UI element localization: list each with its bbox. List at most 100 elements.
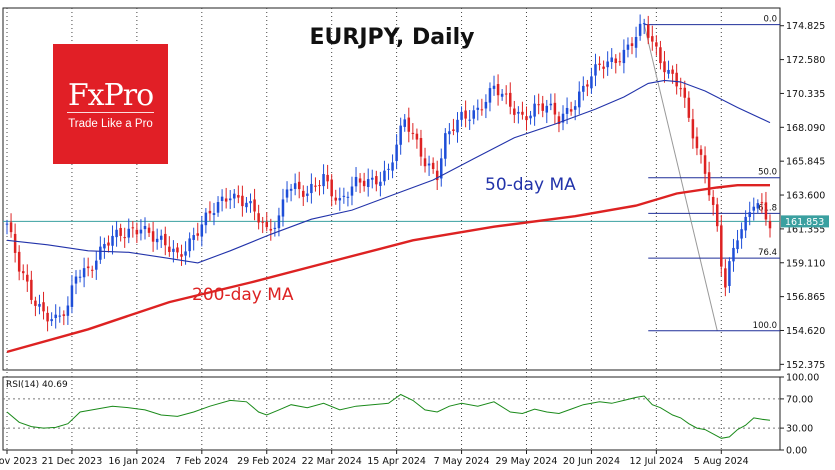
- candle-body: [427, 163, 431, 166]
- candle-body: [233, 193, 236, 199]
- y-tick-label: 170.335: [786, 89, 825, 100]
- candle-body: [711, 196, 715, 205]
- candle-body: [103, 244, 106, 249]
- candle-body: [180, 254, 183, 257]
- candle-body: [671, 69, 674, 74]
- candle-body: [192, 235, 195, 240]
- candle-body: [484, 101, 488, 109]
- candle-body: [26, 274, 29, 282]
- candle-body: [241, 195, 244, 207]
- candle-body: [143, 225, 147, 230]
- x-tick-label: 20 Jun 2024: [563, 456, 620, 467]
- candle-body: [691, 119, 695, 139]
- candle-body: [277, 215, 281, 229]
- chart-title: EURJPY, Daily: [310, 25, 475, 50]
- candle-body: [293, 183, 297, 189]
- candle-body: [139, 229, 143, 234]
- rsi-tick-label: 100.00: [786, 373, 819, 384]
- candle-body: [58, 315, 62, 317]
- candle-body: [476, 107, 480, 110]
- y-tick-label: 168.090: [786, 123, 825, 134]
- candle-body: [667, 69, 670, 74]
- candle-body: [375, 176, 378, 185]
- candle-body: [423, 158, 427, 167]
- candle-body: [395, 144, 398, 162]
- current-price-label: 161.853: [785, 217, 824, 228]
- x-tick-label: 7 Feb 2024: [175, 456, 228, 467]
- x-tick-label: 5 Aug 2024: [694, 456, 749, 467]
- candle-body: [460, 111, 463, 120]
- candle-body: [626, 44, 630, 50]
- x-tick-label: 29 May 2024: [496, 456, 558, 467]
- candle-body: [590, 76, 593, 89]
- candle-body: [237, 195, 240, 198]
- candle-body: [646, 24, 650, 38]
- logo-divider: [67, 112, 154, 113]
- candle-body: [488, 88, 492, 103]
- candle-body: [748, 212, 751, 218]
- fib-level-label: 0.0: [763, 15, 777, 25]
- candle-body: [411, 132, 415, 134]
- x-tick-label: 12 Jul 2024: [629, 456, 683, 467]
- candle-body: [273, 227, 277, 230]
- candle-body: [66, 305, 70, 316]
- candle-body: [598, 63, 601, 65]
- candle-body: [724, 268, 727, 288]
- candle-body: [5, 223, 9, 225]
- candle-body: [586, 84, 589, 87]
- candle-body: [602, 66, 605, 69]
- candle-body: [659, 47, 662, 64]
- candle-body: [679, 88, 682, 90]
- candle-body: [415, 133, 419, 140]
- candle-body: [403, 119, 406, 127]
- x-tick-label: 21 Dec 2023: [42, 456, 103, 467]
- candle-body: [334, 197, 337, 201]
- candle-body: [289, 188, 293, 191]
- y-tick-label: 154.620: [786, 326, 825, 337]
- candle-body: [541, 103, 544, 111]
- candle-body: [387, 168, 390, 170]
- candle-body: [728, 261, 731, 286]
- candle-body: [496, 84, 500, 96]
- ma50-label: 50-day MA: [485, 175, 576, 195]
- candle-body: [253, 199, 256, 212]
- y-tick-label: 163.600: [786, 191, 825, 202]
- candle-body: [265, 221, 268, 228]
- candle-body: [216, 202, 220, 213]
- candle-body: [634, 36, 638, 48]
- candle-body: [196, 233, 200, 236]
- candle-body: [159, 235, 163, 240]
- candle-body: [557, 116, 561, 125]
- candle-body: [407, 117, 411, 132]
- candle-body: [362, 180, 366, 187]
- candle-body: [366, 179, 370, 187]
- candle-body: [440, 158, 443, 179]
- candle-body: [224, 198, 228, 202]
- candle-body: [164, 233, 167, 246]
- candle-body: [62, 314, 66, 316]
- candle-body: [90, 269, 94, 271]
- x-tick-label: 7 May 2024: [434, 456, 490, 467]
- candle-body: [582, 85, 585, 92]
- candle-body: [545, 105, 549, 113]
- candle-body: [17, 251, 21, 272]
- candle-body: [695, 136, 699, 149]
- candle-body: [419, 137, 423, 157]
- candle-body: [768, 221, 772, 229]
- candle-body: [115, 229, 118, 238]
- candle-body: [642, 23, 646, 25]
- candle-body: [736, 240, 739, 250]
- candle-body: [383, 170, 386, 182]
- candle-body: [561, 113, 565, 123]
- candle-body: [30, 279, 33, 300]
- candle-body: [322, 174, 325, 187]
- candle-body: [269, 228, 273, 231]
- candle-body: [46, 312, 49, 322]
- candle-body: [549, 103, 553, 106]
- candle-body: [318, 185, 321, 187]
- candle-body: [38, 303, 41, 307]
- candle-body: [151, 231, 155, 242]
- candle-body: [687, 97, 691, 118]
- rsi-tick-label: 70.00: [786, 394, 813, 405]
- candle-body: [249, 201, 252, 204]
